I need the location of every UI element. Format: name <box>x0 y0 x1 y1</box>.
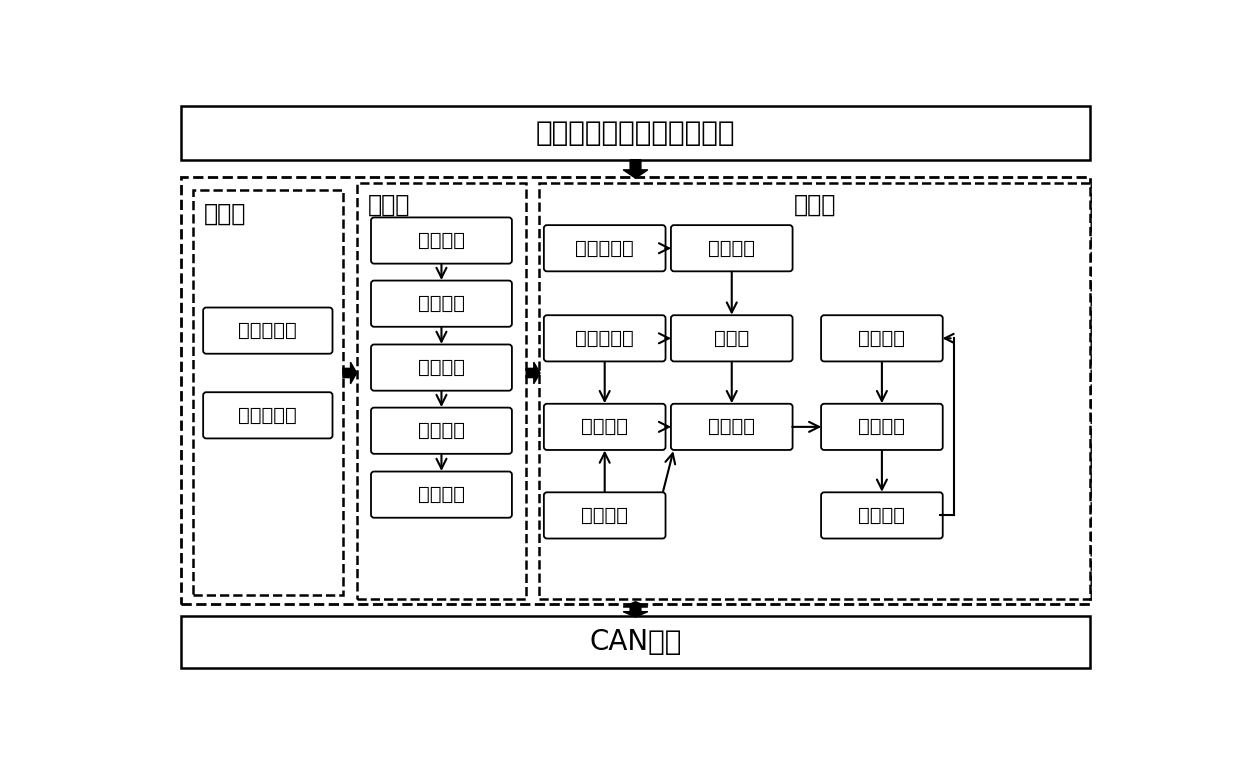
Text: 重力加速度: 重力加速度 <box>238 321 298 340</box>
FancyBboxPatch shape <box>544 493 666 538</box>
Polygon shape <box>526 362 541 384</box>
Bar <box>181 177 1090 604</box>
FancyBboxPatch shape <box>371 218 512 264</box>
Text: CAN总线: CAN总线 <box>589 627 682 656</box>
FancyBboxPatch shape <box>371 345 512 391</box>
Text: 斜率限制: 斜率限制 <box>418 294 465 313</box>
Text: 坡度校正: 坡度校正 <box>858 417 905 437</box>
FancyBboxPatch shape <box>544 404 666 450</box>
Text: 门限限制: 门限限制 <box>418 231 465 250</box>
Polygon shape <box>624 159 647 178</box>
FancyBboxPatch shape <box>671 225 792 271</box>
FancyBboxPatch shape <box>544 225 666 271</box>
Text: 测量值: 测量值 <box>714 329 749 348</box>
Text: 预处理: 预处理 <box>368 192 410 216</box>
Text: 初始化: 初始化 <box>205 201 247 225</box>
Polygon shape <box>343 362 357 384</box>
FancyBboxPatch shape <box>203 307 332 354</box>
Text: 角速度零飘: 角速度零飘 <box>238 406 298 425</box>
Text: 低通滤波: 低通滤波 <box>418 358 465 377</box>
Bar <box>539 183 1090 598</box>
Bar <box>181 616 1090 668</box>
FancyBboxPatch shape <box>821 493 942 538</box>
Text: 先验估计: 先验估计 <box>582 506 629 525</box>
Text: 加权系数: 加权系数 <box>582 417 629 437</box>
Text: 斜率限制: 斜率限制 <box>708 239 755 257</box>
FancyBboxPatch shape <box>821 316 942 362</box>
FancyBboxPatch shape <box>203 392 332 438</box>
Text: 坡度调零: 坡度调零 <box>858 329 905 348</box>
FancyBboxPatch shape <box>544 316 666 362</box>
Text: 初步校正: 初步校正 <box>418 485 465 504</box>
FancyBboxPatch shape <box>821 404 942 450</box>
Text: 主处理: 主处理 <box>794 192 836 216</box>
FancyBboxPatch shape <box>371 280 512 327</box>
Bar <box>357 183 526 598</box>
Text: 陀螺仪，加速度计采集信号: 陀螺仪，加速度计采集信号 <box>536 119 735 147</box>
FancyBboxPatch shape <box>671 316 792 362</box>
Text: 平均滤波: 平均滤波 <box>418 421 465 440</box>
FancyBboxPatch shape <box>671 404 792 450</box>
Text: 数据融合: 数据融合 <box>708 417 755 437</box>
Text: 最优估计: 最优估计 <box>858 506 905 525</box>
Bar <box>181 106 1090 159</box>
Text: 校正加速度: 校正加速度 <box>575 329 634 348</box>
FancyBboxPatch shape <box>371 472 512 518</box>
FancyBboxPatch shape <box>371 408 512 453</box>
Bar <box>192 191 343 594</box>
Polygon shape <box>624 601 647 617</box>
Text: 角度变化量: 角度变化量 <box>575 239 634 257</box>
